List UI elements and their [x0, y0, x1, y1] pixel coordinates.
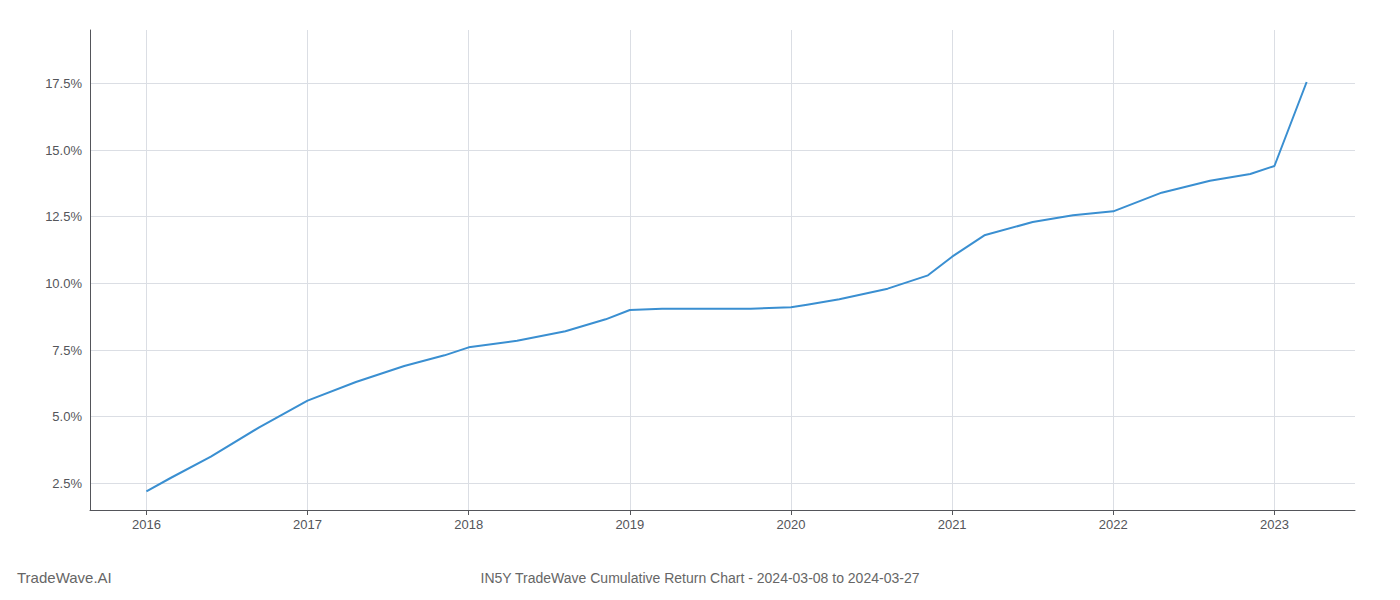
- svg-text:2019: 2019: [615, 517, 644, 532]
- svg-text:2016: 2016: [132, 517, 161, 532]
- svg-text:IN5Y TradeWave Cumulative Retu: IN5Y TradeWave Cumulative Return Chart -…: [481, 570, 920, 586]
- svg-text:2020: 2020: [777, 517, 806, 532]
- svg-text:12.5%: 12.5%: [45, 209, 82, 224]
- svg-text:2018: 2018: [454, 517, 483, 532]
- svg-text:17.5%: 17.5%: [45, 76, 82, 91]
- svg-text:2021: 2021: [938, 517, 967, 532]
- svg-text:TradeWave.AI: TradeWave.AI: [17, 569, 112, 586]
- svg-text:15.0%: 15.0%: [45, 143, 82, 158]
- svg-text:7.5%: 7.5%: [52, 343, 82, 358]
- svg-text:2022: 2022: [1099, 517, 1128, 532]
- svg-text:2017: 2017: [293, 517, 322, 532]
- svg-text:2023: 2023: [1260, 517, 1289, 532]
- svg-text:5.0%: 5.0%: [52, 409, 82, 424]
- svg-text:10.0%: 10.0%: [45, 276, 82, 291]
- svg-text:2.5%: 2.5%: [52, 476, 82, 491]
